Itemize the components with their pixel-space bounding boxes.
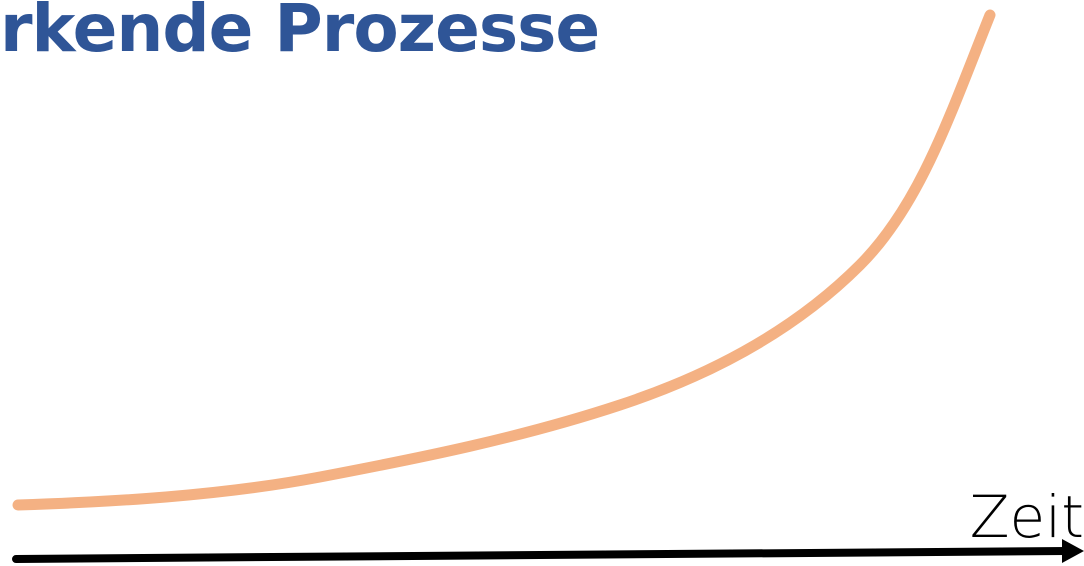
x-axis-label: Zeit	[970, 483, 1084, 551]
slide-title: rkende Prozesse	[0, 0, 600, 67]
growth-curve	[12, 9, 996, 511]
time-axis	[12, 547, 1070, 563]
axis-arrowhead-icon	[1062, 539, 1084, 563]
